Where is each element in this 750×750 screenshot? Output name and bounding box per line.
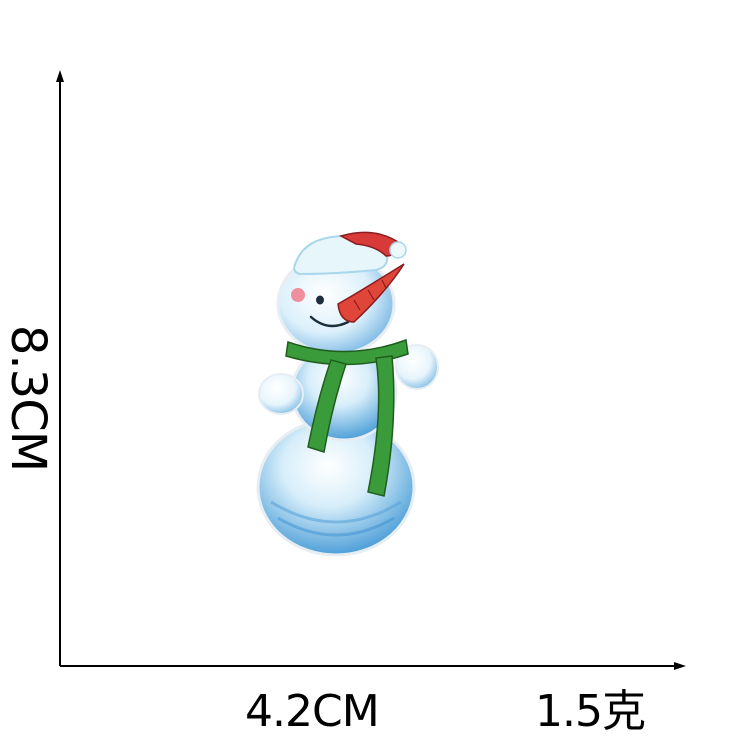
snowman-patch-image	[256, 231, 439, 557]
horizontal-axis-arrow	[674, 662, 686, 670]
height-dimension-label: 8.3CM	[0, 324, 56, 472]
width-dimension-label: 4.2CM	[245, 686, 380, 737]
snowman-icon	[256, 231, 439, 557]
weight-label: 1.5克	[535, 686, 646, 737]
vertical-axis-arrow	[56, 70, 64, 82]
